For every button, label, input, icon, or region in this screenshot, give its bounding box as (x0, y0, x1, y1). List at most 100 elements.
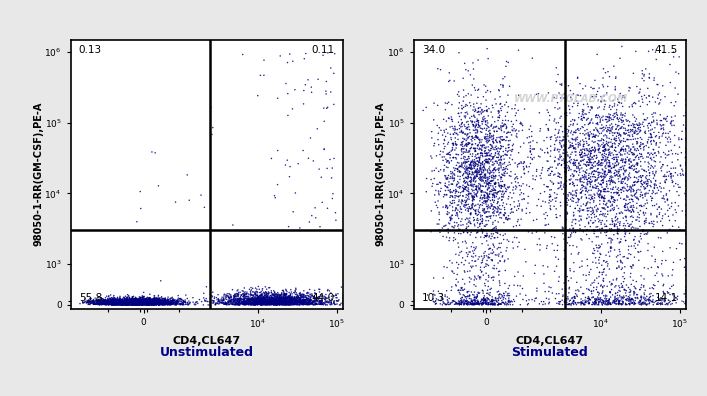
Point (616, 301, 627, 307)
Point (595, 161, 606, 167)
Point (509, 298, 520, 305)
Point (549, 158, 561, 164)
Point (660, 297, 671, 304)
Point (276, 296, 288, 302)
Point (247, 300, 259, 306)
Point (680, 227, 691, 233)
Point (485, 245, 496, 251)
Point (153, 294, 164, 300)
Point (295, 302, 306, 308)
Point (139, 293, 150, 300)
Point (123, 294, 134, 300)
Point (264, 295, 275, 301)
Point (147, 301, 158, 307)
Point (462, 196, 473, 202)
Point (101, 300, 112, 307)
Point (109, 297, 120, 303)
Point (299, 299, 310, 306)
Point (140, 299, 151, 305)
Point (170, 300, 182, 307)
Point (119, 300, 130, 307)
Point (94, 301, 105, 307)
Point (141, 297, 153, 304)
Point (263, 300, 274, 306)
Point (666, 118, 677, 124)
Point (279, 294, 291, 301)
Point (591, 244, 602, 251)
Point (636, 93, 648, 100)
Point (117, 301, 129, 307)
Point (144, 301, 156, 307)
Point (112, 298, 123, 304)
Point (264, 300, 276, 306)
Point (133, 301, 144, 307)
Point (119, 300, 130, 307)
Point (472, 189, 483, 195)
Point (298, 301, 309, 308)
Point (264, 290, 275, 296)
Point (651, 270, 662, 276)
Point (431, 181, 443, 188)
Point (290, 300, 301, 307)
Point (114, 296, 125, 303)
Point (127, 299, 139, 305)
Point (132, 301, 143, 307)
Point (112, 298, 124, 305)
Point (279, 298, 291, 305)
Point (136, 301, 147, 307)
Point (469, 87, 481, 93)
Point (146, 301, 157, 307)
Point (443, 298, 454, 304)
Point (262, 298, 274, 305)
Point (603, 235, 614, 242)
Point (438, 116, 449, 122)
Point (653, 299, 664, 306)
Point (571, 135, 582, 141)
Point (621, 296, 632, 303)
Point (148, 296, 160, 302)
Point (274, 298, 285, 305)
Point (476, 150, 487, 156)
Point (238, 299, 250, 305)
Point (262, 299, 274, 306)
Point (112, 301, 123, 307)
Point (625, 148, 636, 154)
Point (490, 180, 501, 187)
Point (480, 189, 491, 196)
Point (139, 297, 151, 303)
Point (105, 299, 116, 305)
Point (680, 154, 691, 160)
Point (131, 299, 142, 305)
Point (609, 297, 620, 303)
Point (274, 300, 286, 307)
Point (656, 133, 667, 139)
Point (132, 299, 143, 306)
Point (601, 161, 612, 167)
Point (284, 301, 296, 308)
Point (577, 187, 588, 194)
Point (462, 289, 473, 296)
Point (464, 129, 476, 136)
Point (230, 299, 242, 306)
Point (124, 301, 136, 307)
Point (478, 295, 489, 301)
Point (486, 143, 498, 150)
Point (100, 301, 112, 308)
Point (613, 143, 624, 149)
Point (583, 236, 595, 242)
Point (478, 164, 489, 170)
Point (564, 181, 575, 187)
Point (300, 293, 311, 300)
Point (517, 127, 528, 133)
Point (133, 301, 144, 308)
Point (585, 84, 597, 91)
Point (487, 197, 498, 203)
Point (665, 120, 676, 126)
Point (170, 301, 181, 308)
Point (481, 232, 493, 239)
Point (513, 180, 524, 186)
Point (493, 297, 504, 304)
Point (133, 300, 144, 306)
Point (480, 198, 491, 204)
Point (490, 173, 501, 179)
